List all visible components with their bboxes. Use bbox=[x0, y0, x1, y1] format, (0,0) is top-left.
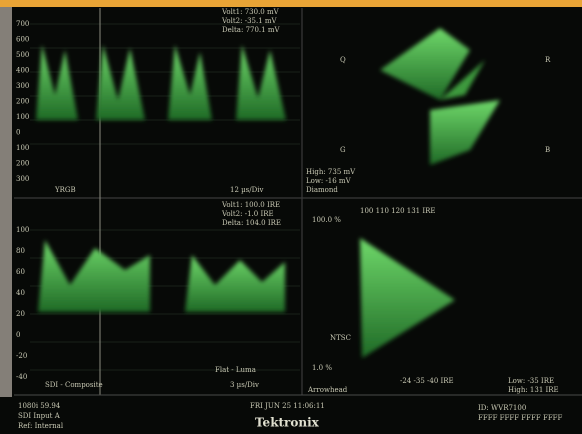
sweep-label: 12 µs/Div bbox=[230, 186, 263, 194]
mode-label: Arrowhead bbox=[307, 386, 348, 394]
readout: High: 131 IRE bbox=[508, 386, 559, 394]
readout: Volt2: -35.1 mV bbox=[221, 17, 278, 25]
mode-label: YRGB bbox=[54, 186, 76, 194]
scale-label: 0 bbox=[16, 331, 20, 339]
scale-label: -20 bbox=[16, 352, 27, 360]
scale-label: 100.0 % bbox=[312, 216, 341, 224]
scale-label: 400 bbox=[16, 67, 29, 75]
vector-label: R bbox=[545, 56, 551, 64]
waveform-trace bbox=[36, 45, 286, 312]
status-text: SDI Input A bbox=[18, 412, 61, 420]
readout: Volt1: 100.0 IRE bbox=[221, 201, 280, 209]
scale-label: 60 bbox=[16, 268, 25, 276]
vector-label: Q bbox=[340, 56, 346, 64]
scale-label: 200 bbox=[16, 160, 29, 168]
scale-label: 100 110 120 131 IRE bbox=[360, 207, 436, 215]
scale-label: 100 bbox=[16, 144, 29, 152]
readout: Diamond bbox=[306, 186, 338, 194]
scale-label: 100 bbox=[16, 113, 29, 121]
readout: Low: -16 mV bbox=[306, 177, 352, 185]
scale-label: 300 bbox=[16, 175, 29, 183]
vector-label: B bbox=[545, 146, 550, 154]
scale-label: 100 bbox=[16, 226, 29, 234]
readout: Delta: 104.0 IRE bbox=[222, 219, 281, 227]
standard-label: NTSC bbox=[330, 334, 351, 342]
status-text: ID: WVR7100 bbox=[478, 404, 526, 412]
readout: High: 735 mV bbox=[306, 168, 356, 176]
filter-label: Flat - Luma bbox=[215, 366, 256, 374]
status-text: Ref: Internal bbox=[18, 422, 64, 430]
scale-label: 600 bbox=[16, 36, 29, 44]
readout: Volt1: 730.0 mV bbox=[221, 8, 280, 16]
readout: Delta: 770.1 mV bbox=[222, 26, 280, 34]
status-text: FRI JUN 25 11:06:11 bbox=[250, 402, 325, 410]
scale-label: 700 bbox=[16, 20, 29, 28]
scale-label: 20 bbox=[16, 310, 25, 318]
scale-label: 1.0 % bbox=[312, 364, 332, 372]
sweep-label: 3 µs/Div bbox=[230, 381, 259, 389]
readout: Volt2: -1.0 IRE bbox=[221, 210, 274, 218]
input-label: SDI - Composite bbox=[45, 381, 103, 389]
scale-label: 200 bbox=[16, 98, 29, 106]
vector-label: G bbox=[340, 146, 346, 154]
scale-label: 0 bbox=[16, 129, 20, 137]
frame-top bbox=[0, 0, 582, 7]
brand: Tektronix bbox=[255, 416, 320, 430]
scale-label: 80 bbox=[16, 247, 25, 255]
vector-trace bbox=[360, 28, 500, 358]
scale-label: -40 bbox=[16, 373, 27, 381]
graticule bbox=[14, 8, 582, 396]
frame-left bbox=[0, 7, 12, 397]
status-text: 1080i 59.94 bbox=[18, 402, 61, 410]
scale-label: 300 bbox=[16, 82, 29, 90]
scale-label: 500 bbox=[16, 51, 29, 59]
readout: Low: -35 IRE bbox=[508, 377, 554, 385]
status-text: FFFF FFFF FFFF FFFF bbox=[478, 414, 563, 422]
scale-label: -24 -35 -40 IRE bbox=[400, 377, 454, 385]
scale-label: 40 bbox=[16, 289, 25, 297]
